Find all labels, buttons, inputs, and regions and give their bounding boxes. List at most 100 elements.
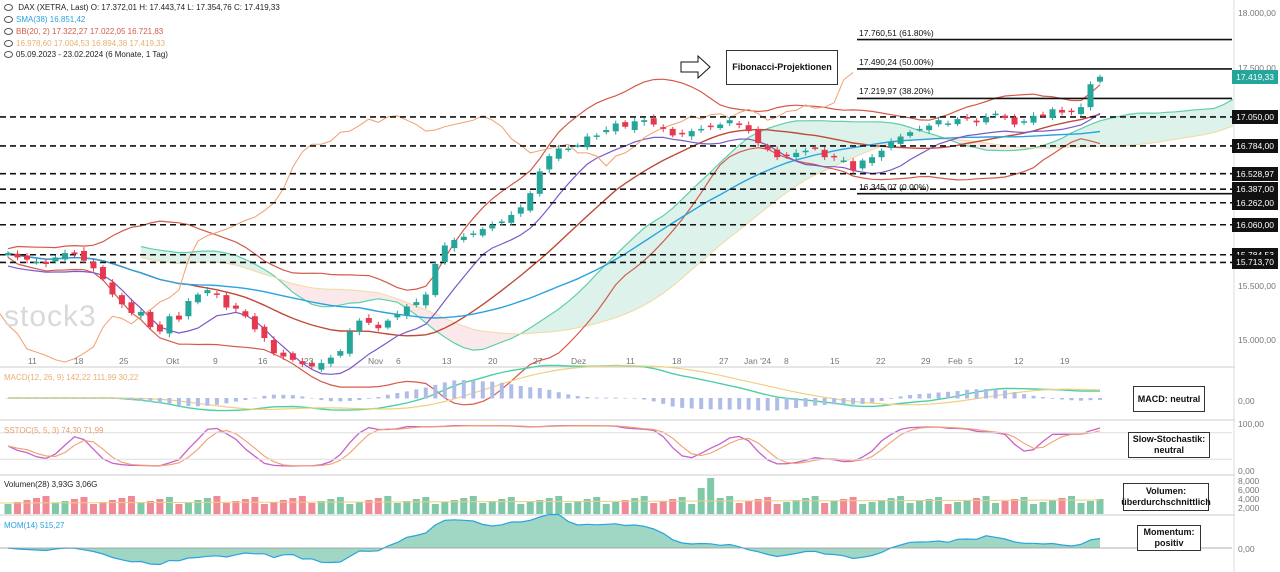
candle-body: [498, 221, 505, 223]
volume-bar: [422, 497, 430, 514]
ichimoku-cloud-segment: [558, 301, 569, 331]
volume-bar: [507, 497, 515, 514]
candle-body: [1078, 107, 1085, 115]
y-axis-tick: 18.000,00: [1238, 8, 1276, 19]
x-axis-tick: 11: [28, 356, 37, 366]
macd-histogram-bar: [765, 398, 770, 411]
x-axis-tick: Nov: [368, 356, 384, 366]
candle-body: [869, 157, 876, 164]
ichimoku-cloud-segment: [1118, 114, 1129, 147]
candle-body: [242, 311, 249, 317]
macd-histogram-bar: [233, 398, 238, 402]
macd-histogram-bar: [651, 398, 656, 402]
macd-histogram-bar: [271, 394, 276, 399]
macd-histogram-bar: [604, 397, 609, 399]
candle-body: [384, 320, 391, 328]
x-axis-tick: 16: [258, 356, 268, 366]
x-axis-tick: Okt: [166, 356, 180, 366]
ichimoku-cloud-segment: [587, 273, 597, 326]
x-axis-tick: 20: [488, 356, 498, 366]
candle-body: [23, 255, 30, 260]
candle-body: [166, 316, 173, 334]
macd-histogram-bar: [898, 396, 903, 399]
macd-histogram-bar: [1069, 398, 1074, 401]
ichimoku-cloud-segment: [425, 309, 436, 331]
candle-body: [52, 257, 59, 262]
ichimoku-cloud-segment: [710, 162, 721, 254]
eye-icon[interactable]: [4, 28, 13, 36]
ichimoku-cloud-segment: [767, 125, 778, 208]
x-axis-tick: 27: [719, 356, 729, 366]
ichimoku-cloud-segment: [862, 121, 873, 154]
candle-body: [603, 129, 610, 133]
candle-body: [783, 154, 790, 157]
volume-bar: [830, 501, 838, 514]
ichimoku-cloud-segment: [340, 289, 350, 306]
macd-histogram-bar: [917, 394, 922, 399]
macd-histogram-bar: [1079, 398, 1084, 401]
candle-body: [679, 132, 686, 135]
macd-histogram-bar: [252, 397, 257, 399]
volume-legend: Volumen(28) 3,93G 3,06G: [4, 480, 98, 489]
volume-bar: [488, 501, 496, 514]
volume-bar: [726, 496, 734, 514]
x-axis-tick: 23: [304, 356, 314, 366]
candle-body: [489, 224, 496, 229]
candle-body: [185, 301, 192, 317]
macd-histogram-bar: [385, 394, 390, 399]
ichimoku-cloud-segment: [853, 121, 863, 158]
volume-box: Volumen: überdurchschnittlich: [1121, 483, 1211, 511]
macd-histogram-bar: [965, 389, 970, 399]
macd-histogram-bar: [851, 398, 856, 405]
ichimoku-cloud-segment: [672, 199, 683, 287]
volume-bar: [99, 502, 107, 514]
candle-body: [223, 295, 230, 308]
candle-body: [536, 171, 543, 194]
candle-body: [128, 302, 135, 313]
stoch-k-line: [7, 424, 1101, 467]
candle-body: [688, 131, 695, 137]
volume-bar: [70, 499, 78, 514]
ichimoku-cloud-segment: [349, 289, 360, 304]
volume-bar: [251, 497, 259, 514]
macd-histogram-bar: [138, 398, 143, 401]
candle-body: [394, 314, 401, 318]
volume-bar: [1096, 499, 1104, 514]
volume-bar: [469, 496, 477, 514]
x-axis-tick: 27: [533, 356, 543, 366]
candle-body: [118, 295, 125, 305]
eye-icon[interactable]: [4, 4, 13, 12]
candle-body: [698, 128, 705, 131]
eye-icon[interactable]: [4, 40, 13, 48]
volume-bar: [602, 504, 610, 514]
macd-histogram-bar: [471, 380, 476, 399]
macd-histogram-bar: [575, 396, 580, 399]
candle-body: [935, 120, 942, 125]
macd-histogram-bar: [879, 398, 884, 401]
macd-histogram-bar: [936, 392, 941, 399]
ichimoku-cloud-segment: [1175, 110, 1186, 140]
macd-histogram-bar: [794, 398, 799, 408]
x-axis-tick: 9: [213, 356, 218, 366]
x-axis-tick: 13: [442, 356, 452, 366]
macd-histogram-bar: [366, 398, 371, 399]
candle-body: [983, 116, 990, 123]
ichimoku-cloud-segment: [758, 128, 768, 215]
ichimoku-cloud-segment: [397, 298, 407, 309]
ichimoku-cloud-segment: [245, 259, 255, 272]
macd-histogram-bar: [841, 398, 846, 405]
ichimoku-cloud-segment: [378, 292, 388, 301]
candle-body: [14, 253, 21, 258]
candle-body: [204, 290, 211, 294]
volume-bar: [982, 496, 990, 514]
candle-body: [517, 207, 524, 214]
y-axis-tick: 15.500,00: [1238, 280, 1276, 291]
volume-bar: [526, 502, 534, 514]
ichimoku-cloud-segment: [1194, 109, 1205, 137]
eye-icon[interactable]: [4, 16, 13, 24]
volume-bar: [906, 503, 914, 514]
calendar-icon: [4, 51, 13, 59]
momentum-zero-tick: 0,00: [1238, 544, 1255, 554]
macd-histogram-bar: [1041, 397, 1046, 399]
macd-histogram-bar: [290, 395, 295, 399]
